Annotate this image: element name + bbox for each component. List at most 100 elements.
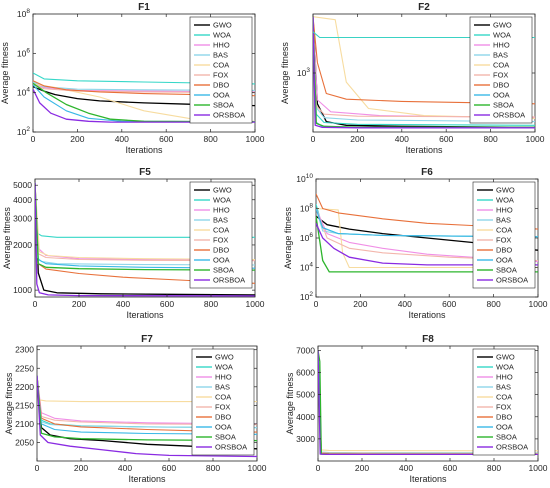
- x-axis-label: Iterations: [128, 474, 166, 484]
- subplot-title: F7: [141, 334, 153, 345]
- subplot-title: F5: [139, 167, 151, 178]
- subplot-f5: 0 200 400 600 800 1000 1000 2000 3000 4000 5000 F5 I…: [2, 167, 265, 320]
- x-tick-label: 400: [118, 463, 132, 473]
- legend-entry-ooa: OOA: [496, 423, 513, 432]
- legend-entry-sboa: SBOA: [493, 101, 514, 110]
- x-tick-label: 400: [395, 134, 409, 144]
- series-line-coa: [316, 207, 538, 269]
- x-tick-label: 1000: [248, 463, 267, 473]
- y-tick-label: 102: [300, 291, 313, 302]
- y-tick-label: 103: [297, 67, 310, 78]
- y-tick-label: 5000: [13, 180, 32, 190]
- y-axis-label: Average fitness: [2, 207, 12, 269]
- series-line-fox: [316, 208, 538, 262]
- y-tick-label: 2250: [15, 363, 34, 373]
- x-axis-label: Iterations: [405, 145, 443, 155]
- series-line-coa: [35, 182, 255, 261]
- legend-entry-sboa: SBOA: [213, 101, 234, 110]
- series-group: [33, 72, 255, 123]
- x-tick-label: 200: [353, 299, 367, 309]
- series-line-fox: [33, 84, 255, 94]
- series-line-sboa: [35, 182, 255, 271]
- x-tick-label: 1000: [246, 299, 265, 309]
- subplot-title: F6: [421, 167, 433, 178]
- legend-entry-dbo: DBO: [213, 246, 229, 255]
- x-tick-label: 0: [31, 134, 36, 144]
- legend-entry-coa: COA: [213, 226, 229, 235]
- x-axis-label: Iterations: [409, 474, 447, 484]
- x-tick-label: 200: [355, 463, 369, 473]
- legend-entry-orsboa: ORSBOA: [496, 276, 528, 285]
- legend-entry-woa: WOA: [213, 196, 231, 205]
- y-tick-label: 104: [300, 262, 313, 273]
- x-tick-label: 200: [70, 134, 84, 144]
- subplot-f8: 0 200 400 600 800 1000 3000 4000 5000 6000 7000 F8 I…: [285, 334, 548, 484]
- legend-entry-coa: COA: [496, 226, 512, 235]
- x-tick-label: 0: [311, 134, 316, 144]
- y-tick-label: 2300: [15, 345, 34, 355]
- y-tick-label: 106: [300, 232, 313, 243]
- x-tick-label: 600: [162, 463, 176, 473]
- series-line-sboa: [316, 216, 538, 273]
- x-tick-label: 1000: [529, 299, 548, 309]
- legend-entry-gwo: GWO: [215, 353, 234, 362]
- series-line-orsboa: [313, 16, 535, 129]
- series-line-woa: [33, 72, 255, 85]
- legend-entry-coa: COA: [215, 393, 231, 402]
- x-tick-label: 200: [350, 134, 364, 144]
- x-axis-label: Iterations: [408, 310, 446, 320]
- legend-entry-bas: BAS: [215, 383, 230, 392]
- x-tick-label: 400: [398, 299, 412, 309]
- series-line-orsboa: [318, 350, 538, 456]
- legend-entry-gwo: GWO: [493, 21, 512, 30]
- subplot-title: F2: [418, 2, 430, 13]
- legend-entry-ooa: OOA: [215, 423, 232, 432]
- subplot-f1: 0 200 400 600 800 1000 102 104 106 108 F1 Iteration…: [0, 2, 265, 155]
- legend-entry-hho: HHO: [496, 373, 513, 382]
- x-tick-label: 800: [487, 299, 501, 309]
- legend-entry-hho: HHO: [493, 41, 510, 50]
- series-line-dbo: [33, 80, 255, 97]
- series-line-sboa: [37, 375, 257, 442]
- legend-entry-ooa: OOA: [213, 256, 230, 265]
- legend-entry-fox: FOX: [213, 236, 228, 245]
- legend-entry-fox: FOX: [215, 403, 230, 412]
- y-tick-label: 102: [17, 126, 30, 137]
- legend-entry-fox: FOX: [493, 71, 508, 80]
- x-tick-label: 800: [484, 134, 498, 144]
- y-tick-label: 1010: [296, 173, 313, 184]
- legend-entry-woa: WOA: [213, 31, 231, 40]
- series-line-orsboa: [33, 88, 255, 123]
- legend-entry-bas: BAS: [213, 216, 228, 225]
- legend-entry-dbo: DBO: [493, 81, 509, 90]
- x-tick-label: 0: [314, 299, 319, 309]
- x-tick-label: 400: [399, 463, 413, 473]
- legend-entry-woa: WOA: [496, 196, 514, 205]
- subplot-f7: 0 200 400 600 800 1000 2050 2100 2150 2200 2250 230…: [4, 334, 267, 484]
- legend-entry-ooa: OOA: [213, 91, 230, 100]
- y-tick-label: 2200: [15, 382, 34, 392]
- y-tick-label: 108: [300, 203, 313, 214]
- series-line-sboa: [33, 82, 255, 123]
- subplot-title: F8: [422, 334, 434, 345]
- legend-entry-dbo: DBO: [215, 413, 231, 422]
- series-line-orsboa: [37, 375, 257, 458]
- y-tick-label: 7000: [296, 345, 315, 355]
- x-tick-label: 600: [439, 134, 453, 144]
- x-tick-label: 800: [487, 463, 501, 473]
- y-tick-label: 2050: [15, 437, 34, 447]
- x-tick-label: 800: [204, 299, 218, 309]
- legend-entry-coa: COA: [496, 393, 512, 402]
- series-group: [316, 193, 538, 273]
- y-tick-label: 106: [17, 47, 30, 58]
- legend-entry-hho: HHO: [215, 373, 232, 382]
- series-line-orsboa: [316, 223, 538, 266]
- x-tick-label: 200: [72, 299, 86, 309]
- series-group: [318, 350, 538, 456]
- x-tick-label: 600: [443, 463, 457, 473]
- legend-entry-orsboa: ORSBOA: [493, 111, 525, 120]
- x-tick-label: 200: [74, 463, 88, 473]
- legend-entry-coa: COA: [493, 61, 509, 70]
